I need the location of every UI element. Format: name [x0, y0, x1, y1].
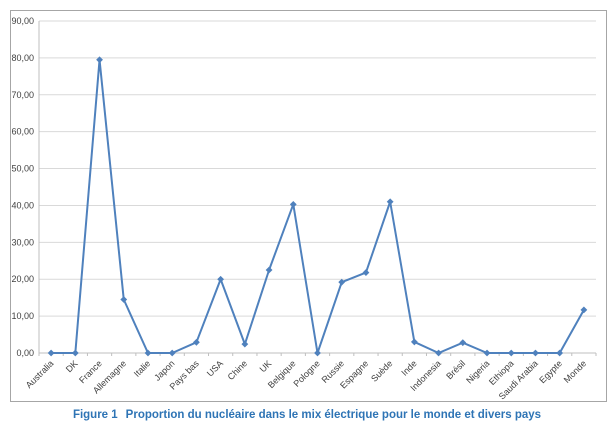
x-axis-category-label: Italie — [132, 358, 153, 379]
data-point-marker — [362, 269, 370, 276]
data-point-marker — [532, 349, 539, 357]
chart-frame: 0,00 10,00 20,00 30,00 40,00 50,00 60,00 70,00 8… — [10, 10, 607, 402]
data-point-marker — [556, 349, 564, 357]
figure-caption-label: Figure 1 — [72, 409, 118, 421]
x-axis-category-label: USA — [205, 358, 225, 378]
data-point-marker — [217, 275, 225, 283]
y-axis-tick-label: 70,00 — [11, 90, 34, 100]
figure-caption: Figure 1 Proportion du nucléaire dans le … — [0, 409, 614, 421]
data-point-marker — [96, 56, 103, 64]
data-point-marker — [410, 338, 418, 346]
x-axis-category-label: Inde — [399, 358, 418, 377]
data-point-marker — [314, 349, 321, 357]
data-point-marker — [580, 306, 588, 314]
x-axis-category-label: UK — [258, 358, 274, 374]
y-axis-tick-label: 30,00 — [11, 237, 34, 247]
data-point-marker — [507, 349, 515, 357]
data-point-marker — [483, 349, 491, 357]
data-point-marker — [71, 349, 79, 357]
figure-caption-text: Proportion du nucléaire dans le mix élec… — [125, 409, 542, 421]
data-point-marker — [435, 349, 442, 357]
data-point-marker — [168, 349, 176, 357]
y-axis-tick-label: 10,00 — [11, 311, 34, 321]
data-point-marker — [120, 296, 128, 303]
y-axis-tick-label: 0,00 — [16, 348, 34, 358]
data-point-marker — [289, 200, 297, 208]
x-axis-category-label: Australia — [24, 358, 56, 390]
data-series-line — [50, 58, 585, 354]
data-point-marker — [144, 349, 152, 357]
x-axis-category-label: Monde — [562, 358, 589, 385]
data-point-marker — [459, 339, 467, 347]
data-point-marker — [47, 349, 55, 357]
y-axis-tick-label: 40,00 — [11, 200, 34, 210]
x-axis-category-label: Chine — [226, 358, 250, 382]
y-axis-tick-label: 50,00 — [11, 164, 34, 174]
data-point-marker — [338, 278, 346, 286]
x-axis-category-label: Egypte — [537, 358, 564, 385]
x-axis-category-label: DK — [64, 358, 80, 374]
y-axis-tick-label: 90,00 — [11, 16, 34, 26]
y-axis-tick-label: 80,00 — [11, 53, 34, 63]
x-axis-category-label: Pologne — [291, 358, 321, 388]
x-axis-category-label: Suède — [369, 358, 394, 383]
data-point-marker — [193, 338, 200, 346]
data-point-marker — [265, 266, 273, 274]
y-axis-tick-label: 60,00 — [11, 127, 34, 137]
y-axis-tick-label: 20,00 — [11, 274, 34, 284]
data-point-marker — [386, 198, 394, 206]
data-point-marker — [241, 340, 249, 348]
nuclear-share-line-chart: 0,00 10,00 20,00 30,00 40,00 50,00 60,00 70,00 8… — [11, 16, 597, 401]
